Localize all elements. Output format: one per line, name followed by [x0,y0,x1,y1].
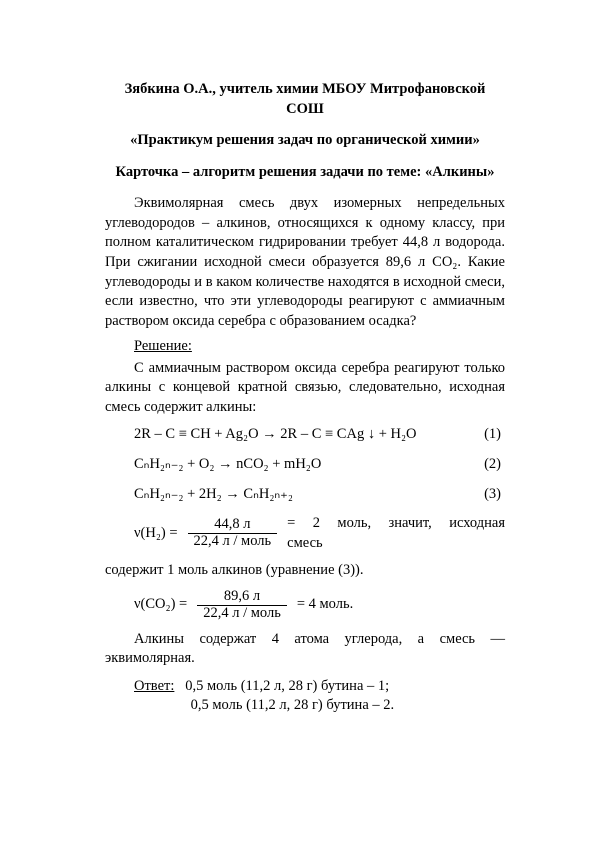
calc-h2-denominator: 22,4 л / моль [188,533,278,550]
solution-intro: С аммиачным раствором оксида серебра реа… [105,359,505,418]
author-line: Зябкина О.А., учитель химии МБОУ Митрофа… [105,80,505,119]
answer-label: Ответ: [134,678,174,694]
answer-block: Ответ: 0,5 моль (11,2 л, 28 г) бутина – … [105,677,505,716]
answer-line-2: 0,5 моль (11,2 л, 28 г) бутина – 2. [191,697,395,713]
equation-2: CₙH₂ₙ₋₂ + O₂ → nCO₂ + mH₂O [134,455,321,475]
problem-text: Эквимолярная смесь двух изомерных непред… [105,194,505,331]
calc-co2-fraction: 89,6 л 22,4 л / моль [197,589,287,622]
answer-line-1: 0,5 моль (11,2 л, 28 г) бутина – 1; [185,678,389,694]
title-line: «Практикум решения задач по органической… [105,131,505,151]
calc-h2-numerator: 44,8 л [208,517,256,533]
calc-h2-fraction: 44,8 л 22,4 л / моль [188,517,278,550]
equation-2-number: (2) [484,455,505,475]
calc-co2-denominator: 22,4 л / моль [197,605,287,622]
equation-1: 2R – C ≡ CH + Ag₂O → 2R – C ≡ CAg ↓ + H₂… [134,425,417,445]
calc-h2-rhs: = 2 моль, значит, исходная смесь [287,514,505,553]
calc-co2-numerator: 89,6 л [218,589,266,605]
solution-heading: Решение: [105,337,505,357]
calc-co2-row: ν(CO₂) = 89,6 л 22,4 л / моль = 4 моль. [105,589,505,622]
subtitle-line: Карточка – алгоритм решения задачи по те… [105,163,505,183]
calc-h2-continuation: содержит 1 моль алкинов (уравнение (3)). [105,561,505,581]
calc-co2-rhs: = 4 моль. [297,595,353,615]
conclusion-text: Алкины содержат 4 атома углерода, а смес… [105,630,505,669]
equation-3-row: CₙH₂ₙ₋₂ + 2H₂ → CₙH₂ₙ₊₂ (3) [105,485,505,505]
equation-3: CₙH₂ₙ₋₂ + 2H₂ → CₙH₂ₙ₊₂ [134,485,293,505]
equation-1-number: (1) [484,425,505,445]
calc-h2-lhs: ν(H₂) = [134,524,178,544]
equation-2-row: CₙH₂ₙ₋₂ + O₂ → nCO₂ + mH₂O (2) [105,455,505,475]
calc-co2-lhs: ν(CO₂) = [134,595,187,615]
equation-3-number: (3) [484,485,505,505]
equation-1-row: 2R – C ≡ CH + Ag₂O → 2R – C ≡ CAg ↓ + H₂… [105,425,505,445]
calc-h2-row: ν(H₂) = 44,8 л 22,4 л / моль = 2 моль, з… [105,514,505,553]
document-page: Зябкина О.А., учитель химии МБОУ Митрофа… [0,0,595,776]
